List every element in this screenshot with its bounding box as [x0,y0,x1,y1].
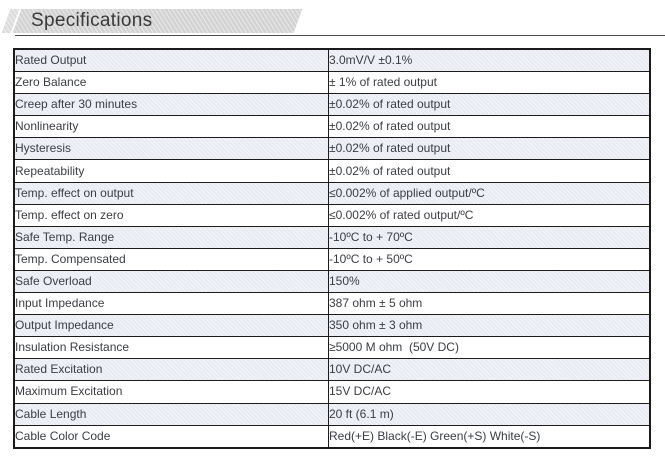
header-divider [15,35,665,36]
spec-label: Nonlinearity [13,115,329,139]
spec-value: ≥5000 M ohm (50V DC) [328,336,651,360]
spec-value: 387 ohm ± 5 ohm [328,292,651,316]
table-row: Cable Length 20 ft (6.1 m) [13,402,651,426]
table-row: Repeatability ±0.02% of rated output [13,159,651,183]
spec-value: 10V DC/AC [328,358,651,382]
table-row: Cable Color Code Red(+E) Black(-E) Green… [13,424,651,449]
spec-value: -10ºC to + 50ºC [328,247,651,271]
spec-label: Creep after 30 minutes [13,93,329,117]
page-header: Specifications [0,0,665,46]
table-row: Maximum Excitation 15V DC/AC [13,380,651,404]
table-row: Zero Balance ± 1% of rated output [13,71,651,95]
spec-label: Input Impedance [13,292,329,316]
spec-label: Safe Temp. Range [13,225,329,249]
spec-value: ± 1% of rated output [328,71,651,95]
table-row: Input Impedance 387 ohm ± 5 ohm [13,292,651,316]
table-row: Creep after 30 minutes ±0.02% of rated o… [13,93,651,117]
spec-label: Safe Overload [13,269,329,294]
specifications-table: Rated Output 3.0mV/V ±0.1% Zero Balance … [13,48,651,449]
spec-value: 150% [328,269,651,294]
spec-value: ±0.02% of rated output [328,137,651,161]
spec-value: 3.0mV/V ±0.1% [328,48,651,73]
spec-value: Red(+E) Black(-E) Green(+S) White(-S) [328,424,651,449]
table-row: Rated Excitation 10V DC/AC [13,358,651,382]
spec-label: Cable Color Code [13,424,329,449]
spec-label: Zero Balance [13,71,329,95]
spec-label: Cable Length [13,402,329,426]
table-row: Hysteresis ±0.02% of rated output [13,137,651,161]
spec-label: Output Impedance [13,314,329,338]
spec-label: Temp. effect on output [13,181,329,205]
spec-label: Repeatability [13,159,329,183]
table-row: Safe Overload 150% [13,269,651,294]
spec-value: ±0.02% of rated output [328,159,651,183]
spec-label: Insulation Resistance [13,336,329,360]
spec-value: ≤0.002% of applied output/ºC [328,181,651,205]
table-row: Insulation Resistance ≥5000 M ohm (50V D… [13,336,651,360]
spec-value: 20 ft (6.1 m) [328,402,651,426]
spec-label: Maximum Excitation [13,380,329,404]
table-row: Output Impedance 350 ohm ± 3 ohm [13,314,651,338]
page-title: Specifications [31,10,153,31]
spec-value: ±0.02% of rated output [328,93,651,117]
table-row: Temp. effect on output ≤0.002% of applie… [13,181,651,205]
spec-value: 350 ohm ± 3 ohm [328,314,651,338]
table-row: Safe Temp. Range -10ºC to + 70ºC [13,225,651,249]
spec-label: Rated Output [13,48,329,73]
table-row: Temp. Compensated -10ºC to + 50ºC [13,247,651,271]
spec-label: Rated Excitation [13,358,329,382]
spec-value: ±0.02% of rated output [328,115,651,139]
spec-value: 15V DC/AC [328,380,651,404]
table-row: Temp. effect on zero ≤0.002% of rated ou… [13,203,651,227]
spec-label: Temp. Compensated [13,247,329,271]
table-row: Rated Output 3.0mV/V ±0.1% [13,48,651,73]
spec-value: ≤0.002% of rated output/ºC [328,203,651,227]
table-row: Nonlinearity ±0.02% of rated output [13,115,651,139]
spec-label: Temp. effect on zero [13,203,329,227]
spec-label: Hysteresis [13,137,329,161]
spec-value: -10ºC to + 70ºC [328,225,651,249]
